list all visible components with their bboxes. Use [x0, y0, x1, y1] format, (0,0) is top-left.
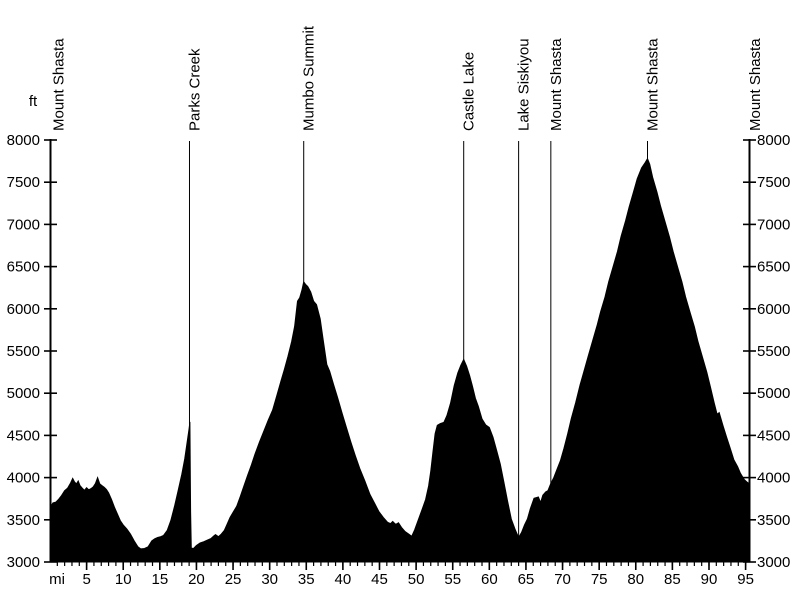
x-tick-label: 90	[701, 571, 718, 588]
x-tick-label: 35	[298, 571, 315, 588]
x-tick-label: 20	[188, 571, 205, 588]
y-tick-label-left: 3500	[7, 512, 40, 529]
y-tick-label-right: 4000	[757, 470, 790, 487]
y-tick-label-right: 6500	[757, 259, 790, 276]
marker-label: Mount Shasta	[548, 38, 565, 131]
y-tick-label-right: 3000	[757, 554, 790, 571]
y-tick-label-right: 8000	[757, 132, 790, 149]
x-tick-label: 25	[225, 571, 242, 588]
x-tick-label: 55	[444, 571, 461, 588]
marker-label: Castle Lake	[461, 52, 478, 131]
marker-label: Mount Shasta	[51, 38, 68, 131]
x-tick-label: 45	[371, 571, 388, 588]
y-tick-label-left: 5500	[7, 343, 40, 360]
elevation-area	[49, 157, 751, 563]
y-tick-label-left: 5000	[7, 385, 40, 402]
y-tick-label-left: 6500	[7, 259, 40, 276]
x-tick-label: 15	[151, 571, 168, 588]
marker-label: Mount Shasta	[644, 38, 661, 131]
y-tick-label-left: 7500	[7, 174, 40, 191]
marker-label: Parks Creek	[186, 48, 203, 131]
y-unit-label: ft	[29, 93, 38, 110]
y-tick-label-left: 8000	[7, 132, 40, 149]
x-tick-label: 60	[481, 571, 498, 588]
x-unit-label: mi	[49, 571, 65, 588]
marker-label: Lake Siskiyou	[516, 38, 533, 131]
x-tick-label: 30	[261, 571, 278, 588]
x-tick-label: 75	[591, 571, 608, 588]
x-tick-label: 10	[115, 571, 132, 588]
y-tick-label-left: 7000	[7, 216, 40, 233]
x-tick-label: 5	[82, 571, 90, 588]
y-tick-label-right: 7500	[757, 174, 790, 191]
y-tick-label-right: 5500	[757, 343, 790, 360]
y-tick-label-right: 3500	[757, 512, 790, 529]
x-tick-label: 95	[737, 571, 754, 588]
y-tick-label-right: 6000	[757, 301, 790, 318]
x-tick-label: 70	[554, 571, 571, 588]
x-tick-label: 80	[627, 571, 644, 588]
x-tick-label: 40	[335, 571, 352, 588]
y-tick-label-right: 7000	[757, 216, 790, 233]
y-tick-label-left: 4000	[7, 470, 40, 487]
x-tick-label: 65	[518, 571, 535, 588]
x-tick-label: 85	[664, 571, 681, 588]
marker-label: Mount Shasta	[747, 38, 764, 131]
marker-label: Mumbo Summit	[301, 25, 318, 131]
x-tick-label: 50	[408, 571, 425, 588]
y-tick-label-right: 5000	[757, 385, 790, 402]
y-tick-label-left: 4500	[7, 427, 40, 444]
y-tick-label-left: 3000	[7, 554, 40, 571]
y-tick-label-left: 6000	[7, 301, 40, 318]
y-tick-label-right: 4500	[757, 427, 790, 444]
